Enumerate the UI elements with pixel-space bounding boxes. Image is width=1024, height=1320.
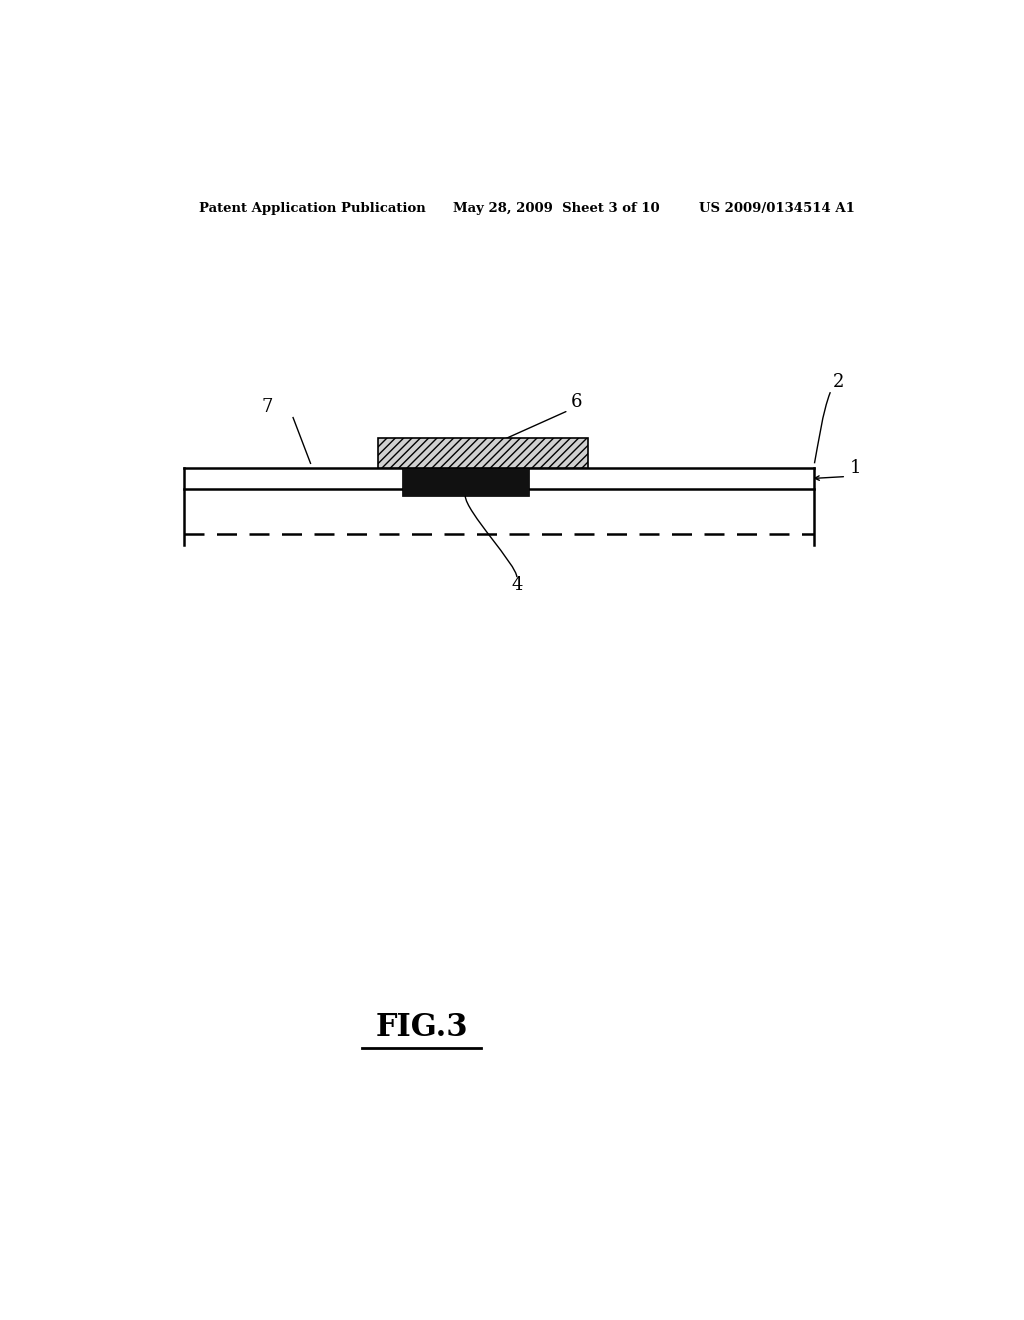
- Text: Patent Application Publication: Patent Application Publication: [200, 202, 426, 215]
- Text: 6: 6: [570, 393, 582, 412]
- Text: 1: 1: [850, 459, 861, 478]
- Text: FIG.3: FIG.3: [376, 1012, 468, 1043]
- Text: 2: 2: [833, 374, 844, 391]
- Text: US 2009/0134514 A1: US 2009/0134514 A1: [699, 202, 855, 215]
- Text: May 28, 2009  Sheet 3 of 10: May 28, 2009 Sheet 3 of 10: [454, 202, 660, 215]
- Bar: [401, 469, 528, 496]
- Text: 4: 4: [511, 577, 522, 594]
- Text: 7: 7: [261, 399, 272, 416]
- Bar: [378, 438, 589, 469]
